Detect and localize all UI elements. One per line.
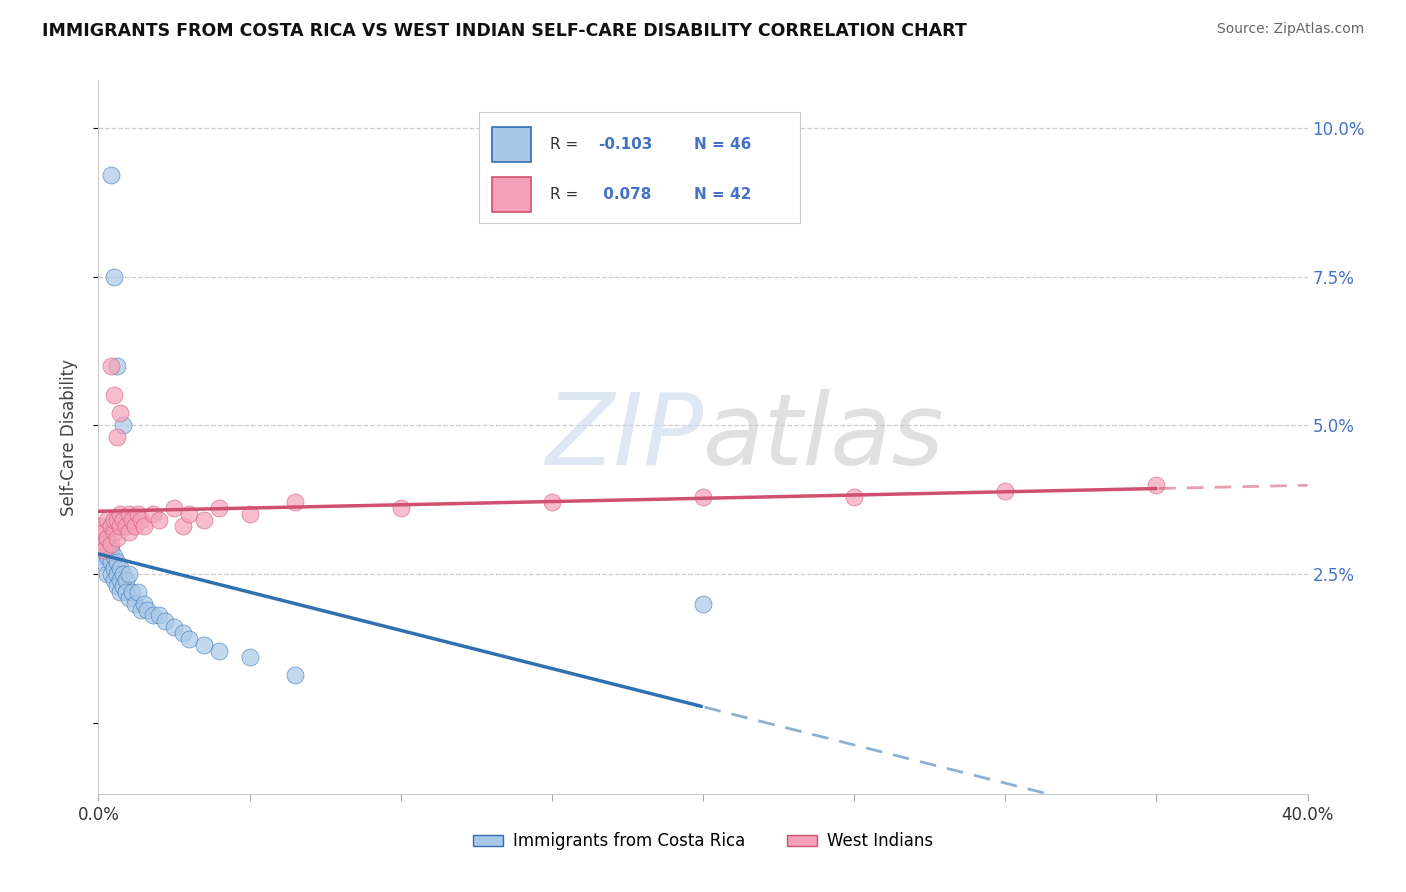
Point [132, 519, 155, 533]
Point [93, 555, 115, 569]
Point [135, 602, 157, 616]
Point [90, 537, 112, 551]
Point [100, 537, 122, 551]
Point [172, 519, 194, 533]
Point [121, 584, 143, 599]
Point [111, 579, 134, 593]
Point [90, 537, 112, 551]
Point [692, 597, 714, 611]
Point [127, 584, 149, 599]
Point [172, 626, 194, 640]
Text: atlas: atlas [703, 389, 945, 485]
Point [93, 525, 115, 540]
Point [96, 513, 118, 527]
Point [142, 608, 165, 623]
Point [105, 579, 128, 593]
Point [100, 519, 122, 533]
Point [105, 359, 128, 373]
Point [118, 525, 141, 540]
Point [103, 561, 125, 575]
Point [163, 501, 186, 516]
Point [153, 615, 176, 629]
Point [208, 501, 231, 516]
Y-axis label: Self-Care Disability: Self-Care Disability [59, 359, 77, 516]
Point [994, 483, 1017, 498]
Point [284, 668, 307, 682]
Point [389, 501, 412, 516]
Point [540, 495, 562, 509]
Point [100, 359, 122, 373]
Text: IMMIGRANTS FROM COSTA RICA VS WEST INDIAN SELF-CARE DISABILITY CORRELATION CHART: IMMIGRANTS FROM COSTA RICA VS WEST INDIA… [42, 22, 967, 40]
Text: Source: ZipAtlas.com: Source: ZipAtlas.com [1216, 22, 1364, 37]
Point [208, 644, 231, 658]
Point [692, 490, 714, 504]
Point [127, 508, 149, 522]
Point [108, 508, 131, 522]
Point [100, 169, 122, 183]
Point [239, 508, 262, 522]
Point [193, 513, 215, 527]
Point [118, 508, 141, 522]
Point [114, 573, 136, 587]
Point [129, 513, 152, 527]
Point [179, 632, 201, 647]
Point [105, 430, 128, 444]
Point [90, 549, 112, 563]
Point [114, 519, 136, 533]
Point [132, 597, 155, 611]
Point [108, 584, 131, 599]
Point [108, 573, 131, 587]
Text: ZIP: ZIP [544, 389, 703, 485]
Point [148, 513, 170, 527]
Point [103, 388, 125, 402]
Point [90, 519, 112, 533]
Point [105, 555, 128, 569]
Point [114, 584, 136, 599]
Point [96, 549, 118, 563]
Point [105, 531, 128, 545]
Point [163, 620, 186, 634]
Point [103, 573, 125, 587]
Point [103, 513, 125, 527]
Point [111, 566, 134, 581]
Point [96, 531, 118, 545]
Point [124, 597, 146, 611]
Point [108, 519, 131, 533]
Point [124, 519, 146, 533]
Point [111, 418, 134, 433]
Point [129, 602, 152, 616]
Point [239, 650, 262, 665]
Point [142, 508, 165, 522]
Point [105, 513, 128, 527]
Point [93, 543, 115, 558]
Point [844, 490, 866, 504]
Point [1144, 477, 1167, 491]
Legend: Immigrants from Costa Rica, West Indians: Immigrants from Costa Rica, West Indians [467, 826, 939, 857]
Point [96, 531, 118, 545]
Point [100, 566, 122, 581]
Point [96, 566, 118, 581]
Point [193, 638, 215, 652]
Point [111, 513, 134, 527]
Point [100, 543, 122, 558]
Point [108, 561, 131, 575]
Point [103, 549, 125, 563]
Point [100, 555, 122, 569]
Point [93, 543, 115, 558]
Point [148, 608, 170, 623]
Point [103, 525, 125, 540]
Point [105, 566, 128, 581]
Point [118, 566, 141, 581]
Point [103, 269, 125, 284]
Point [118, 591, 141, 605]
Point [108, 406, 131, 420]
Point [121, 513, 143, 527]
Point [284, 495, 307, 509]
Point [179, 508, 201, 522]
